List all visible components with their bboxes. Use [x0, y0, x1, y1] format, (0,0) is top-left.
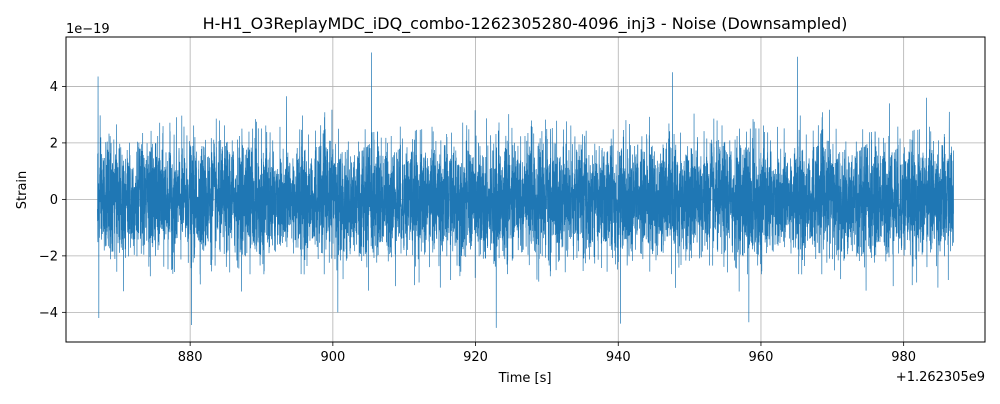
y-tick-label: −4 [39, 306, 58, 321]
x-axis-offset-label: +1.262305e9 [896, 370, 985, 385]
y-axis-ticks: −4 −2 0 2 4 [39, 80, 66, 321]
plot-frame [65, 36, 986, 343]
y-tick-label: 2 [50, 136, 58, 151]
x-axis-ticks: 880 900 920 940 960 980 [178, 342, 916, 365]
series-line-noise [97, 52, 954, 328]
x-tick-label: 980 [891, 350, 916, 365]
y-tick-label: 4 [50, 80, 58, 95]
y-tick-label: 0 [50, 193, 58, 208]
x-tick-label: 960 [749, 350, 774, 365]
chart-title: H-H1_O3ReplayMDC_iDQ_combo-1262305280-40… [203, 14, 848, 34]
y-axis-label: Strain [15, 171, 30, 210]
x-tick-label: 940 [606, 350, 631, 365]
x-axis-label: Time [s] [498, 371, 552, 386]
x-tick-label: 920 [463, 350, 488, 365]
x-tick-label: 880 [178, 350, 203, 365]
series-layer [97, 52, 954, 328]
x-tick-label: 900 [320, 350, 345, 365]
y-axis-scale-label: 1e−19 [66, 22, 110, 37]
y-tick-label: −2 [39, 249, 58, 264]
